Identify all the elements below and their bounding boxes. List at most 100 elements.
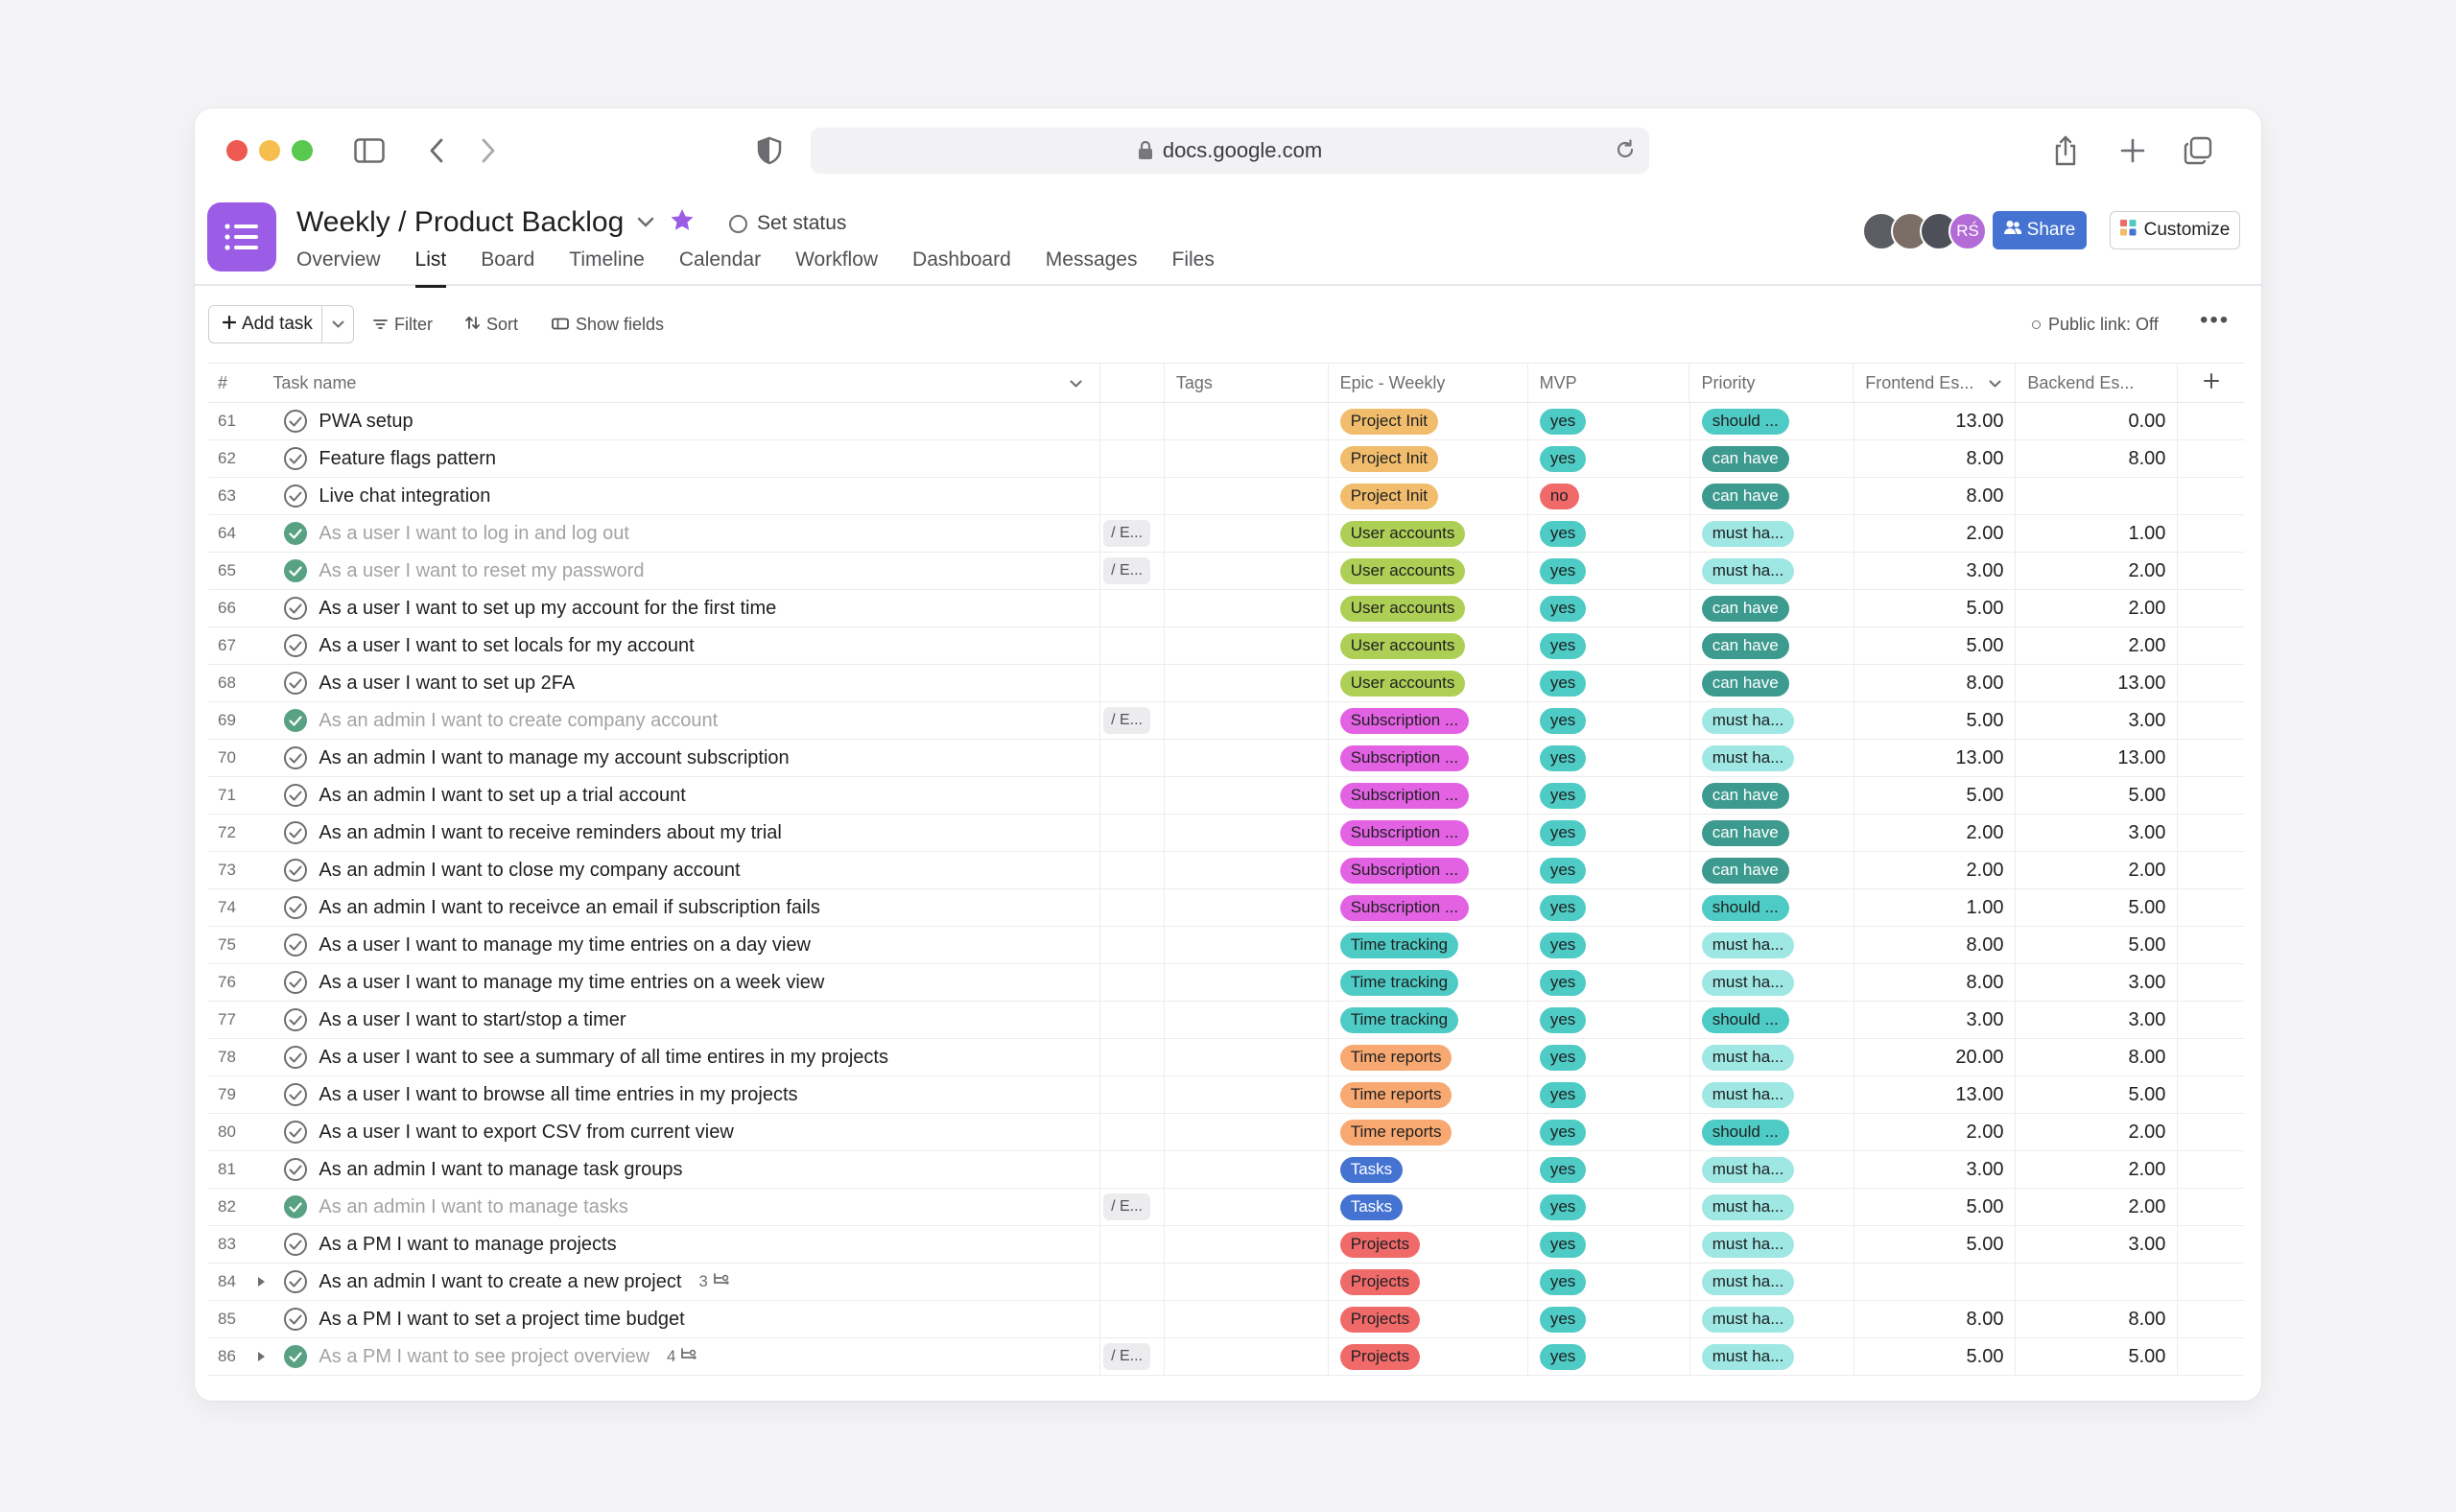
epic-cell[interactable]: Time reports bbox=[1329, 1114, 1528, 1150]
mvp-pill[interactable]: yes bbox=[1539, 1306, 1587, 1333]
backend-estimate-cell[interactable]: 13.00 bbox=[2016, 740, 2179, 776]
epic-pill[interactable]: Time reports bbox=[1339, 1044, 1452, 1071]
priority-cell[interactable]: must ha... bbox=[1690, 1264, 1854, 1300]
task-name-cell[interactable]: As an admin I want to manage tasks bbox=[246, 1189, 1101, 1225]
frontend-estimate-cell[interactable]: 3.00 bbox=[1854, 1151, 2017, 1188]
epic-cell[interactable]: Project Init bbox=[1329, 440, 1528, 477]
mvp-cell[interactable]: yes bbox=[1528, 1338, 1690, 1375]
frontend-estimate-cell[interactable]: 13.00 bbox=[1854, 1076, 2017, 1113]
priority-pill[interactable]: can have bbox=[1701, 857, 1789, 884]
priority-pill[interactable]: can have bbox=[1701, 782, 1789, 809]
sort-button[interactable]: Sort bbox=[465, 315, 518, 335]
epic-cell[interactable]: User accounts bbox=[1329, 515, 1528, 552]
priority-cell[interactable]: can have bbox=[1690, 665, 1854, 701]
mvp-cell[interactable]: yes bbox=[1528, 927, 1690, 963]
mvp-pill[interactable]: yes bbox=[1539, 1343, 1587, 1370]
mvp-cell[interactable]: yes bbox=[1528, 553, 1690, 589]
dependency-cell[interactable] bbox=[1100, 403, 1165, 439]
dependency-cell[interactable] bbox=[1100, 1264, 1165, 1300]
address-bar[interactable]: docs.google.com bbox=[811, 128, 1649, 174]
priority-pill[interactable]: can have bbox=[1701, 670, 1789, 697]
priority-cell[interactable]: must ha... bbox=[1690, 553, 1854, 589]
frontend-estimate-cell[interactable]: 8.00 bbox=[1854, 440, 2017, 477]
tags-cell[interactable] bbox=[1165, 1189, 1329, 1225]
tab-timeline[interactable]: Timeline bbox=[569, 248, 645, 271]
epic-pill[interactable]: Subscription ... bbox=[1339, 782, 1470, 809]
mvp-cell[interactable]: no bbox=[1528, 478, 1690, 514]
epic-pill[interactable]: User accounts bbox=[1339, 670, 1466, 697]
priority-cell[interactable]: can have bbox=[1690, 627, 1854, 664]
mvp-cell[interactable]: yes bbox=[1528, 665, 1690, 701]
mvp-pill[interactable]: yes bbox=[1539, 408, 1587, 435]
task-name-cell[interactable]: As a PM I want to set a project time bud… bbox=[246, 1301, 1101, 1337]
chevron-down-icon[interactable] bbox=[637, 217, 654, 228]
dependency-cell[interactable] bbox=[1100, 852, 1165, 888]
add-task-dropdown[interactable] bbox=[322, 314, 353, 335]
frontend-estimate-cell[interactable]: 5.00 bbox=[1854, 1338, 2017, 1375]
col-backend-estimate[interactable]: Backend Es... bbox=[2016, 364, 2179, 402]
task-name-cell[interactable]: As an admin I want to create a new proje… bbox=[246, 1264, 1101, 1300]
priority-cell[interactable]: must ha... bbox=[1690, 1076, 1854, 1113]
mvp-pill[interactable]: yes bbox=[1539, 1231, 1587, 1258]
epic-pill[interactable]: Project Init bbox=[1339, 445, 1438, 472]
epic-pill[interactable]: Projects bbox=[1339, 1343, 1421, 1370]
mvp-pill[interactable]: yes bbox=[1539, 670, 1587, 697]
epic-cell[interactable]: Subscription ... bbox=[1329, 777, 1528, 814]
priority-cell[interactable]: must ha... bbox=[1690, 1301, 1854, 1337]
subtask-count[interactable]: 4 bbox=[667, 1347, 697, 1366]
frontend-estimate-cell[interactable]: 8.00 bbox=[1854, 665, 2017, 701]
priority-pill[interactable]: can have bbox=[1701, 819, 1789, 846]
check-circle-icon[interactable] bbox=[284, 484, 308, 508]
task-name-cell[interactable]: As a user I want to manage my time entri… bbox=[246, 927, 1101, 963]
priority-pill[interactable]: must ha... bbox=[1701, 932, 1795, 958]
frontend-estimate-cell[interactable]: 5.00 bbox=[1854, 777, 2017, 814]
task-name-cell[interactable]: As a user I want to start/stop a timer bbox=[246, 1002, 1101, 1038]
dependency-cell[interactable] bbox=[1100, 478, 1165, 514]
dependency-cell[interactable] bbox=[1100, 815, 1165, 851]
task-name-cell[interactable]: As a user I want to reset my password bbox=[246, 553, 1101, 589]
dependency-cell[interactable] bbox=[1100, 1002, 1165, 1038]
mvp-pill[interactable]: yes bbox=[1539, 595, 1587, 622]
mvp-cell[interactable]: yes bbox=[1528, 1002, 1690, 1038]
task-name-cell[interactable]: As a user I want to log in and log out bbox=[246, 515, 1101, 552]
completed-check-icon[interactable] bbox=[284, 559, 308, 582]
table-row[interactable]: 67 As a user I want to set locals for my … bbox=[208, 627, 2244, 665]
priority-pill[interactable]: must ha... bbox=[1701, 1044, 1795, 1071]
filter-button[interactable]: Filter bbox=[373, 315, 433, 335]
dependency-cell[interactable] bbox=[1100, 1076, 1165, 1113]
epic-pill[interactable]: Tasks bbox=[1339, 1193, 1404, 1220]
tags-cell[interactable] bbox=[1165, 1226, 1329, 1263]
mvp-pill[interactable]: yes bbox=[1539, 557, 1587, 584]
mvp-pill[interactable]: yes bbox=[1539, 520, 1587, 547]
dependency-cell[interactable]: / E... bbox=[1100, 553, 1165, 589]
epic-cell[interactable]: Time tracking bbox=[1329, 1002, 1528, 1038]
epic-cell[interactable]: Time tracking bbox=[1329, 964, 1528, 1001]
mvp-pill[interactable]: yes bbox=[1539, 1193, 1587, 1220]
epic-pill[interactable]: Project Init bbox=[1339, 483, 1438, 509]
priority-cell[interactable]: must ha... bbox=[1690, 702, 1854, 739]
task-name-cell[interactable]: As a user I want to set locals for my ac… bbox=[246, 627, 1101, 664]
priority-pill[interactable]: should ... bbox=[1701, 1006, 1789, 1033]
frontend-estimate-cell[interactable]: 8.00 bbox=[1854, 1301, 2017, 1337]
backend-estimate-cell[interactable]: 2.00 bbox=[2016, 590, 2179, 626]
priority-pill[interactable]: must ha... bbox=[1701, 1231, 1795, 1258]
tags-cell[interactable] bbox=[1165, 627, 1329, 664]
tags-cell[interactable] bbox=[1165, 1338, 1329, 1375]
backend-estimate-cell[interactable]: 3.00 bbox=[2016, 702, 2179, 739]
tab-workflow[interactable]: Workflow bbox=[795, 248, 879, 271]
chevron-down-icon[interactable] bbox=[1070, 373, 1082, 393]
mvp-pill[interactable]: yes bbox=[1539, 782, 1587, 809]
mvp-pill[interactable]: yes bbox=[1539, 744, 1587, 771]
task-name-cell[interactable]: As an admin I want to manage task groups bbox=[246, 1151, 1101, 1188]
priority-pill[interactable]: must ha... bbox=[1701, 1268, 1795, 1295]
check-circle-icon[interactable] bbox=[284, 1046, 308, 1069]
caret-right-icon[interactable] bbox=[257, 1351, 278, 1362]
customize-button[interactable]: Customize bbox=[2110, 211, 2240, 249]
dependency-chip[interactable]: / E... bbox=[1103, 1193, 1150, 1220]
epic-cell[interactable]: Projects bbox=[1329, 1301, 1528, 1337]
frontend-estimate-cell[interactable]: 13.00 bbox=[1854, 740, 2017, 776]
check-circle-icon[interactable] bbox=[284, 971, 308, 994]
backend-estimate-cell[interactable]: 1.00 bbox=[2016, 515, 2179, 552]
epic-pill[interactable]: Time reports bbox=[1339, 1081, 1452, 1108]
mvp-pill[interactable]: yes bbox=[1539, 1268, 1587, 1295]
